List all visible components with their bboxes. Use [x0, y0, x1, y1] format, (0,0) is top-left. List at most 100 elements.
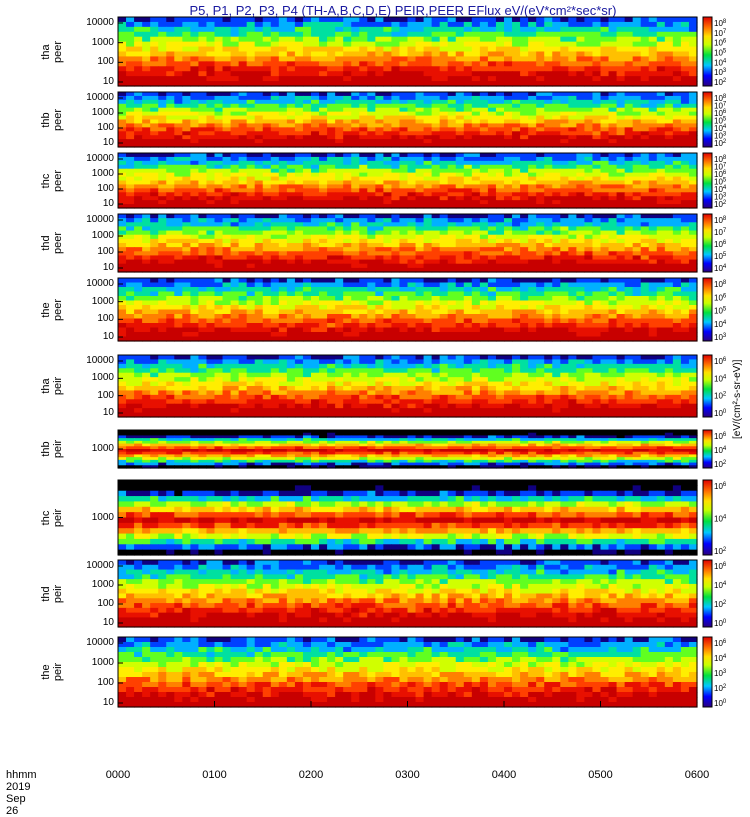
heat-cell: [544, 196, 553, 201]
heat-cell: [174, 173, 183, 178]
heat-cell: [174, 96, 183, 101]
heat-cell: [239, 314, 248, 319]
heat-cell: [287, 165, 296, 170]
heat-cell: [263, 120, 272, 125]
heat-cell: [263, 323, 272, 328]
heat-cell: [673, 177, 682, 182]
heat-cell: [279, 92, 288, 97]
heat-cell: [351, 139, 360, 144]
heat-cell: [609, 116, 618, 121]
heat-cell: [279, 301, 288, 306]
heat-cell: [263, 32, 272, 38]
heat-cell: [408, 218, 417, 223]
heat-cell: [134, 71, 143, 77]
heat-cell: [255, 139, 264, 144]
heat-cell: [609, 27, 618, 33]
heat-cell: [584, 116, 593, 121]
heat-cell: [223, 127, 232, 132]
heat-cell: [681, 37, 690, 43]
heat-cell: [657, 218, 666, 223]
heat-cell: [584, 104, 593, 109]
heat-cell: [247, 131, 256, 136]
heat-cell: [448, 66, 457, 72]
heat-cell: [351, 287, 360, 292]
heat-cell: [472, 52, 481, 58]
heat-cell: [303, 123, 312, 128]
heat-cell: [456, 255, 465, 260]
heat-cell: [231, 231, 240, 236]
heat-cell: [681, 310, 690, 315]
heat-cell: [440, 173, 449, 178]
heat-cell: [375, 260, 384, 265]
heat-cell: [520, 200, 529, 205]
heat-cell: [520, 17, 529, 23]
heat-cell: [576, 96, 585, 101]
heat-cell: [560, 120, 569, 125]
heat-cell: [625, 292, 634, 297]
heat-cell: [215, 135, 224, 140]
heat-cell: [576, 231, 585, 236]
heat-cell: [440, 139, 449, 144]
heat-cell: [488, 278, 497, 283]
heat-cell: [351, 200, 360, 205]
heat-cell: [496, 328, 505, 333]
heat-cell: [689, 181, 698, 186]
heat-cell: [126, 296, 135, 301]
heat-cell: [424, 296, 433, 301]
heat-cell: [303, 161, 312, 166]
heat-cell: [182, 100, 191, 105]
heat-cell: [231, 287, 240, 292]
heat-cell: [134, 108, 143, 113]
heat-cell: [617, 42, 626, 48]
panel-thd-peer: [118, 214, 698, 273]
heat-cell: [303, 296, 312, 301]
heat-cell: [520, 314, 529, 319]
heat-cell: [367, 192, 376, 197]
heat-cell: [609, 283, 618, 288]
heat-cell: [448, 27, 457, 33]
heat-cell: [198, 104, 207, 109]
heat-cell: [198, 247, 207, 252]
heat-cell: [657, 260, 666, 265]
heat-cell: [633, 251, 642, 256]
heat-cell: [295, 123, 304, 128]
heat-cell: [408, 292, 417, 297]
heat-cell: [118, 235, 127, 240]
heat-cell: [584, 196, 593, 201]
heat-cell: [649, 188, 658, 193]
heat-cell: [584, 120, 593, 125]
heat-cell: [359, 17, 368, 23]
heat-cell: [464, 42, 473, 48]
heat-cell: [625, 301, 634, 306]
heat-cell: [528, 139, 537, 144]
heat-cell: [215, 61, 224, 67]
heat-cell: [279, 169, 288, 174]
heat-cell: [383, 96, 392, 101]
heat-cell: [504, 42, 513, 48]
heat-cell: [231, 218, 240, 223]
heat-cell: [536, 47, 545, 53]
heat-cell: [255, 22, 264, 28]
heat-cell: [456, 27, 465, 33]
heat-cell: [142, 112, 151, 117]
heat-cell: [319, 283, 328, 288]
heat-cell: [528, 222, 537, 227]
heat-cell: [681, 52, 690, 58]
heat-cell: [416, 222, 425, 227]
heat-cell: [367, 127, 376, 132]
heat-cell: [367, 96, 376, 101]
heat-cell: [592, 27, 601, 33]
heat-cell: [633, 181, 642, 186]
heat-cell: [359, 157, 368, 162]
colorbar-tick-label: 106: [714, 240, 727, 249]
heat-cell: [665, 17, 674, 23]
heat-cell: [399, 116, 408, 121]
heat-cell: [552, 173, 561, 178]
colorbar: [703, 17, 712, 86]
heat-cell: [408, 100, 417, 105]
heat-cell: [383, 226, 392, 231]
heat-cell: [472, 181, 481, 186]
heat-cell: [134, 319, 143, 324]
heat-cell: [673, 278, 682, 283]
heat-cell: [134, 127, 143, 132]
